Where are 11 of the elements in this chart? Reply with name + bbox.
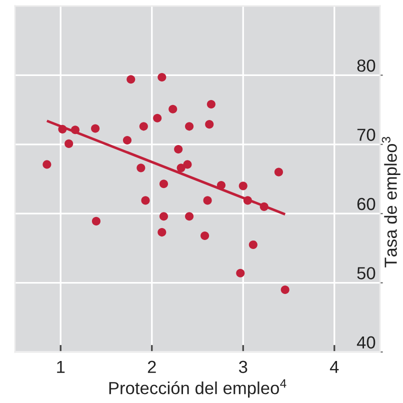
y-tick-label: 50: [357, 267, 376, 280]
y-tick-label: 60: [357, 198, 376, 210]
x-tick-label: 3: [238, 360, 248, 374]
y-tick-label: 70: [357, 128, 376, 141]
y-tick-label: 40: [356, 336, 376, 349]
x-axis-title: Protección del empleo$^{4}$: [109, 379, 286, 398]
x-tick-label: 2: [148, 360, 156, 373]
y-tick-label: 80: [357, 59, 376, 72]
x-tick-label: 1: [57, 360, 65, 373]
y-axis-title: Tasa de empleo$^{3}$: [382, 136, 400, 268]
x-tick-label: 4: [330, 360, 339, 373]
